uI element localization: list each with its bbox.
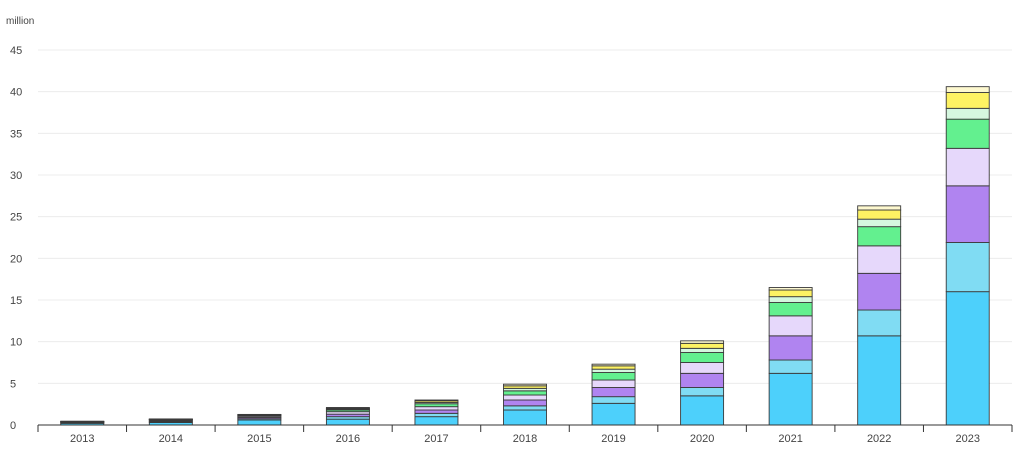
bar-segment (592, 397, 635, 404)
bar-segment (858, 219, 901, 227)
bar-segment (769, 373, 812, 425)
bar-segment (592, 369, 635, 372)
bar-segment (946, 148, 989, 186)
x-tick-label: 2022 (867, 433, 891, 445)
bar-segment (946, 243, 989, 292)
x-tick-label: 2014 (159, 433, 183, 445)
y-tick-label: 45 (10, 45, 22, 57)
bar-segment (415, 410, 458, 413)
y-tick-label: 30 (10, 170, 22, 182)
bar-segment (415, 413, 458, 416)
bar-segment (946, 186, 989, 243)
bar-segment (858, 210, 901, 219)
x-tick-label: 2017 (424, 433, 448, 445)
bar-segment (769, 360, 812, 373)
y-tick-label: 10 (10, 337, 22, 349)
bar-segment (681, 388, 724, 396)
bar-segment (681, 363, 724, 374)
x-tick-label: 2020 (690, 433, 714, 445)
bar-segment (504, 384, 547, 386)
bar-segment (858, 206, 901, 210)
y-tick-label: 5 (10, 378, 16, 390)
bar-segment (946, 108, 989, 119)
bar-segment (681, 396, 724, 425)
bar-segment (769, 297, 812, 303)
bar-segment (592, 388, 635, 397)
x-tick-label: 2023 (955, 433, 979, 445)
y-tick-label: 25 (10, 212, 22, 224)
bar-segment (681, 373, 724, 387)
bar-segment (415, 400, 458, 401)
bar-segment (681, 343, 724, 348)
bar-segment (858, 336, 901, 425)
bar-segment (415, 407, 458, 410)
x-tick-label: 2013 (70, 433, 94, 445)
x-tick-label: 2015 (247, 433, 271, 445)
bar-segment (592, 364, 635, 366)
y-tick-label: 0 (10, 420, 16, 432)
bar-segment (592, 403, 635, 425)
bar-segment (858, 273, 901, 310)
bar-segment (946, 87, 989, 93)
bar-segment (769, 288, 812, 291)
bar-segment (592, 373, 635, 381)
bar-segment (946, 119, 989, 148)
bar-segment (415, 417, 458, 425)
bars (61, 87, 989, 425)
y-tick-label: 40 (10, 87, 22, 99)
bar-segment (681, 353, 724, 363)
bar-segment (326, 419, 369, 425)
y-tick-label: 20 (10, 253, 22, 265)
bar-segment (504, 410, 547, 425)
bar-segment (946, 292, 989, 425)
bar-segment (504, 391, 547, 395)
bar-segment (769, 290, 812, 297)
bar-segment (769, 316, 812, 336)
x-tick-label: 2019 (601, 433, 625, 445)
y-unit-label: million (6, 16, 34, 27)
y-tick-label: 15 (10, 295, 22, 307)
bar-segment (592, 380, 635, 388)
bar-segment (681, 348, 724, 352)
y-tick-label: 35 (10, 128, 22, 140)
x-tick-label: 2016 (336, 433, 360, 445)
bar-segment (858, 310, 901, 336)
x-tick-label: 2018 (513, 433, 537, 445)
bar-segment (504, 406, 547, 410)
bar-segment (858, 246, 901, 273)
bar-segment (858, 227, 901, 246)
bar-segment (681, 341, 724, 344)
bar-segment (769, 303, 812, 316)
bar-segment (769, 336, 812, 360)
bar-segment (504, 400, 547, 406)
bar-segment (238, 420, 281, 425)
bar-segment (592, 366, 635, 369)
x-tick-label: 2021 (778, 433, 802, 445)
bar-segment (326, 408, 369, 409)
bar-segment (504, 395, 547, 400)
bar-segment (946, 93, 989, 109)
